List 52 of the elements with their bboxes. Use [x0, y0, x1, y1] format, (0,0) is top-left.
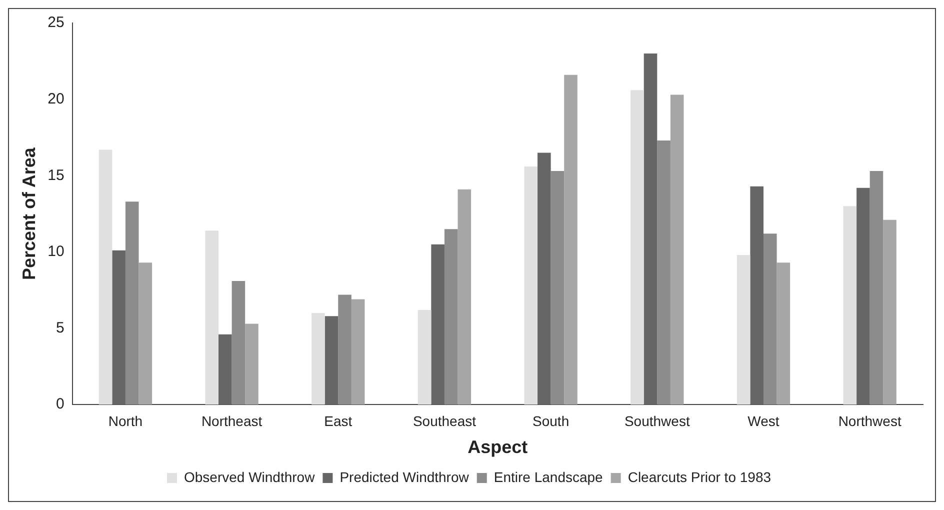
- bar: [324, 316, 338, 405]
- legend-label: Clearcuts Prior to 1983: [628, 468, 772, 485]
- bar: [98, 150, 112, 405]
- y-tick-label: 5: [56, 319, 64, 336]
- x-tick-label: North: [108, 412, 143, 429]
- y-tick-label: 15: [48, 166, 64, 184]
- x-tick-label: Southeast: [412, 412, 476, 429]
- bar: [856, 188, 870, 405]
- bar: [843, 206, 857, 405]
- bar: [125, 202, 139, 405]
- x-axis-title: Aspect: [468, 437, 528, 458]
- x-tick-label: West: [748, 412, 780, 429]
- x-tick-label: South: [532, 412, 570, 429]
- bar: [657, 140, 670, 405]
- bar: [870, 171, 884, 405]
- bar: [205, 230, 218, 405]
- bar: [312, 313, 325, 405]
- bar: [112, 250, 126, 405]
- x-tick-label: Northwest: [838, 412, 902, 429]
- bar: [538, 152, 551, 405]
- legend-label: Predicted Windthrow: [340, 468, 470, 485]
- bar: [444, 229, 458, 405]
- bar: [776, 262, 790, 405]
- x-tick-label: Northeast: [201, 412, 262, 429]
- x-tick-label: Southwest: [624, 412, 690, 429]
- bar: [232, 280, 246, 405]
- bar: [524, 166, 538, 405]
- legend-label: Observed Windthrow: [184, 468, 316, 485]
- bar: [644, 54, 658, 405]
- bar: [630, 90, 644, 405]
- bar: [418, 310, 432, 405]
- bar: [431, 244, 444, 405]
- bar: [670, 94, 684, 405]
- bar: [564, 74, 578, 405]
- y-tick-label: 20: [48, 90, 64, 108]
- bar: [750, 186, 764, 405]
- legend-label: Entire Landscape: [494, 468, 604, 485]
- bar: [458, 189, 472, 405]
- bar: [883, 220, 896, 405]
- bar: [763, 234, 777, 405]
- y-tick-label: 25: [48, 14, 64, 32]
- bar: [550, 171, 564, 405]
- y-tick-label: 10: [48, 243, 64, 260]
- bar: [736, 255, 750, 405]
- bar: [138, 262, 152, 405]
- bar: [351, 299, 365, 405]
- y-tick-label: 0: [56, 396, 64, 413]
- bar: [218, 334, 232, 405]
- x-tick-label: East: [324, 412, 352, 429]
- bar: [338, 294, 352, 405]
- y-axis-title: Percent of Area: [18, 146, 39, 280]
- bar: [245, 324, 258, 405]
